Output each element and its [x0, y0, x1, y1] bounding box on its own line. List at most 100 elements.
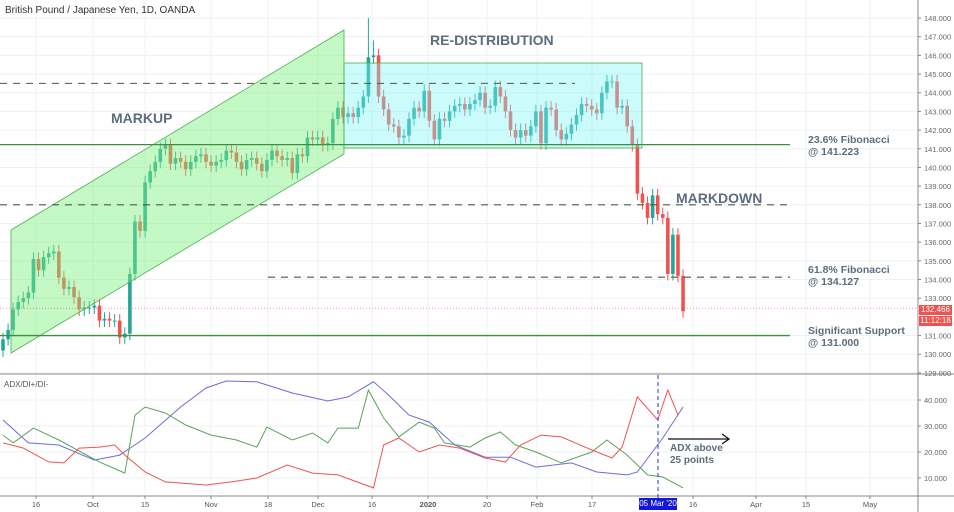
- candle-body: [112, 320, 117, 322]
- price-tick-label: 134.000: [924, 276, 951, 285]
- price-tick-label: 133.000: [924, 294, 951, 303]
- fib-618-value: @ 134.127: [808, 276, 860, 288]
- candle-body: [376, 55, 381, 97]
- candle-body: [498, 87, 503, 97]
- candle-body: [209, 161, 213, 166]
- candle-body: [564, 133, 569, 140]
- candle-body: [351, 113, 355, 118]
- candle-body: [219, 159, 224, 162]
- candle-body: [87, 307, 92, 309]
- adx-tick-label: 10.000: [924, 474, 947, 483]
- candle-body: [463, 103, 467, 110]
- candle-body: [371, 55, 376, 58]
- candle-body: [579, 103, 584, 116]
- candle-body: [51, 251, 56, 254]
- candle-body: [285, 158, 289, 160]
- adx-tick-label: 20.000: [924, 448, 947, 457]
- price-tick-label: 147.000: [924, 33, 951, 42]
- candle-body: [676, 234, 680, 276]
- price-tick-label: 137.000: [924, 219, 951, 228]
- candle-body: [46, 253, 51, 258]
- time-tick-label: 20: [483, 500, 491, 509]
- candle-body: [163, 145, 168, 149]
- candle-body: [437, 118, 442, 140]
- candle-body: [650, 195, 655, 218]
- candle-body: [503, 96, 508, 112]
- candle-body: [331, 118, 335, 144]
- adx-tick-label: 40.000: [924, 396, 947, 405]
- adx-tick-label: 30.000: [924, 422, 947, 431]
- adx-note-line1: ADX above: [670, 443, 723, 454]
- candle-body: [168, 145, 173, 164]
- candle-body: [625, 105, 630, 127]
- support-value: @ 131.000: [808, 337, 860, 349]
- candle-body: [600, 92, 604, 114]
- time-tick-label: 15: [141, 500, 149, 509]
- candle-body: [153, 161, 158, 172]
- candle-body: [605, 81, 609, 93]
- candle-body: [381, 96, 386, 110]
- candle-body: [589, 105, 594, 110]
- candle-body: [143, 182, 147, 231]
- candle-body: [102, 318, 107, 321]
- candle-body: [508, 111, 513, 131]
- candle-body: [523, 130, 528, 136]
- candle-body: [513, 130, 518, 138]
- candle-body: [158, 148, 163, 162]
- candle-body: [539, 111, 543, 144]
- candle-body: [417, 107, 421, 112]
- candle-body: [422, 90, 427, 112]
- candle-body: [204, 154, 208, 162]
- candle-body: [224, 150, 229, 160]
- price-tick-label: 135.000: [924, 257, 951, 266]
- candle-body: [11, 309, 15, 330]
- price-tick-label: 144.000: [924, 89, 951, 98]
- candle-body: [249, 158, 254, 160]
- candle-body: [660, 214, 665, 218]
- candle-body: [300, 154, 305, 157]
- time-tick-label: 16: [368, 500, 376, 509]
- candle-body: [391, 124, 396, 127]
- fib-618-label: 61.8% Fibonacci @ 134.127: [808, 264, 890, 288]
- candle-body: [534, 111, 538, 127]
- candle-body: [260, 163, 264, 172]
- time-tick-label: 16: [32, 500, 40, 509]
- candle-body: [559, 130, 564, 140]
- candle-body: [36, 258, 41, 271]
- candle-body: [16, 301, 21, 310]
- candle-body: [483, 92, 487, 108]
- candle-body: [402, 135, 406, 138]
- candle-body: [280, 156, 284, 160]
- candle-body: [554, 109, 558, 131]
- candle-body: [584, 103, 589, 106]
- crosshair-date-label: 05 Mar '20: [639, 498, 677, 510]
- candle-body: [432, 120, 437, 140]
- candle-body: [366, 57, 371, 97]
- candle-body: [26, 292, 31, 299]
- candle-body: [529, 126, 533, 136]
- candle-body: [645, 202, 650, 218]
- indicator-label[interactable]: ADX/DI+/DI-: [4, 380, 49, 389]
- candle-body: [275, 150, 279, 157]
- candle-body: [427, 90, 432, 121]
- candle-body: [635, 145, 640, 194]
- candle-body: [630, 126, 635, 146]
- candle-body: [346, 113, 350, 118]
- candle-body: [244, 159, 249, 170]
- candle-body: [148, 171, 152, 183]
- candle-body: [194, 156, 198, 162]
- candle-body: [234, 152, 239, 162]
- time-tick-label: 15: [802, 500, 810, 509]
- time-tick-label: May: [863, 500, 877, 509]
- candle-body: [31, 258, 36, 293]
- candle-body: [320, 137, 325, 146]
- candle-body: [92, 305, 97, 308]
- candle-body: [468, 103, 472, 110]
- price-tick-label: 146.000: [924, 51, 951, 60]
- candle-body: [57, 251, 61, 278]
- arrow-right-icon: [721, 433, 731, 445]
- time-tick-label: 2020: [420, 500, 437, 509]
- price-tick-label: 131.000: [924, 332, 951, 341]
- candle-body: [488, 105, 492, 108]
